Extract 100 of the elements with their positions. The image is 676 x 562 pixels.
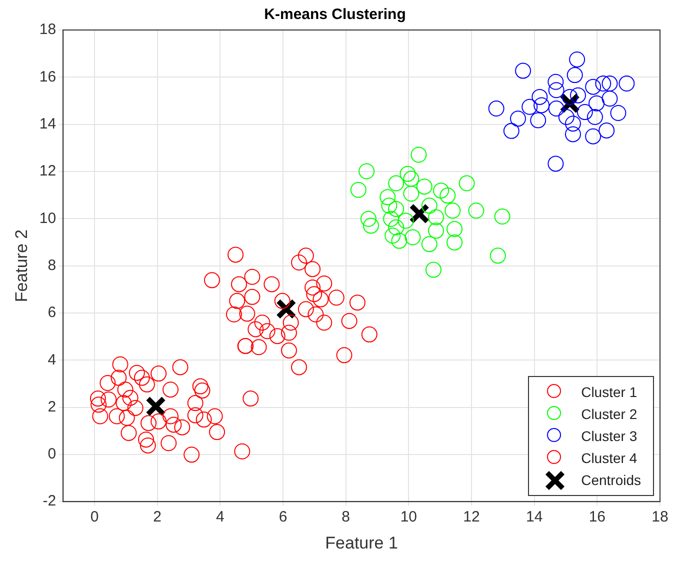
point bbox=[349, 294, 366, 311]
point bbox=[117, 382, 134, 398]
point bbox=[610, 105, 626, 121]
point bbox=[595, 76, 612, 92]
point bbox=[586, 109, 603, 126]
point bbox=[428, 222, 444, 239]
legend-label: Centroids bbox=[581, 472, 641, 488]
point bbox=[358, 163, 375, 180]
point bbox=[100, 392, 117, 408]
point bbox=[120, 424, 137, 441]
y-tick-label: 4 bbox=[48, 351, 56, 368]
point bbox=[248, 321, 264, 338]
point bbox=[187, 395, 204, 412]
point bbox=[166, 416, 182, 433]
point bbox=[428, 209, 444, 226]
point bbox=[433, 182, 450, 199]
y-tick-label: 8 bbox=[48, 256, 56, 274]
point bbox=[316, 275, 332, 292]
chart-title: K-means Clustering bbox=[264, 6, 406, 24]
y-tick-label: 16 bbox=[39, 68, 56, 86]
point bbox=[585, 78, 602, 95]
y-tick-label: -2 bbox=[42, 492, 56, 510]
legend-label: Cluster 4 bbox=[581, 450, 638, 466]
point bbox=[312, 291, 329, 308]
point bbox=[150, 366, 167, 382]
point bbox=[280, 324, 297, 341]
point bbox=[468, 202, 484, 219]
point bbox=[488, 100, 504, 117]
x-tick-label: 16 bbox=[588, 508, 606, 526]
point bbox=[522, 98, 538, 115]
point bbox=[588, 95, 605, 112]
point bbox=[244, 268, 260, 285]
point bbox=[134, 370, 150, 386]
point bbox=[360, 210, 376, 227]
point bbox=[564, 126, 581, 142]
point bbox=[184, 446, 200, 463]
point bbox=[403, 186, 420, 202]
y-tick-label: 12 bbox=[39, 162, 56, 180]
x-tick-label: 8 bbox=[342, 508, 350, 526]
point bbox=[244, 288, 260, 305]
point bbox=[570, 87, 586, 104]
point bbox=[388, 175, 404, 192]
legend-label: Cluster 3 bbox=[581, 428, 638, 444]
point bbox=[400, 166, 416, 182]
point bbox=[391, 232, 408, 249]
x-tick-label: 12 bbox=[463, 508, 480, 526]
point bbox=[298, 301, 314, 318]
point bbox=[194, 382, 210, 399]
point bbox=[269, 328, 286, 344]
y-tick-label: 14 bbox=[39, 115, 56, 132]
point bbox=[127, 400, 144, 416]
point bbox=[388, 200, 404, 217]
point bbox=[558, 109, 574, 126]
point bbox=[259, 323, 276, 340]
point bbox=[122, 390, 138, 406]
point bbox=[515, 62, 532, 79]
point bbox=[254, 314, 270, 331]
point bbox=[409, 203, 430, 224]
point bbox=[306, 286, 322, 302]
point bbox=[234, 443, 250, 460]
point bbox=[548, 74, 564, 90]
legend-label: Cluster 2 bbox=[581, 406, 638, 422]
point bbox=[162, 382, 179, 398]
point bbox=[112, 356, 128, 372]
point bbox=[274, 292, 290, 309]
point bbox=[138, 376, 155, 392]
point bbox=[304, 279, 321, 296]
point bbox=[569, 51, 586, 68]
point bbox=[383, 210, 400, 227]
point bbox=[160, 435, 177, 452]
point bbox=[440, 188, 456, 204]
x-tick-label: 0 bbox=[90, 508, 99, 526]
point bbox=[231, 276, 248, 292]
x-tick-label: 18 bbox=[652, 508, 668, 526]
y-tick-label: 0 bbox=[48, 446, 56, 463]
y-axis-title: Feature 2 bbox=[12, 229, 31, 302]
y-tick-label: 2 bbox=[48, 398, 56, 416]
point bbox=[110, 370, 127, 386]
point bbox=[138, 432, 154, 448]
y-tick-label: 10 bbox=[39, 210, 56, 227]
point bbox=[598, 122, 615, 138]
point bbox=[291, 359, 308, 376]
point bbox=[490, 248, 506, 264]
point bbox=[204, 272, 220, 288]
point bbox=[458, 175, 475, 192]
point bbox=[530, 112, 546, 128]
point bbox=[564, 116, 581, 132]
point bbox=[503, 122, 520, 139]
point bbox=[410, 146, 427, 163]
point bbox=[239, 306, 256, 322]
x-tick-label: 14 bbox=[526, 508, 543, 526]
x-axis-title: Feature 1 bbox=[325, 533, 398, 552]
point bbox=[250, 339, 267, 356]
point bbox=[145, 396, 166, 417]
point bbox=[404, 229, 421, 246]
point bbox=[618, 76, 635, 92]
point bbox=[280, 342, 297, 358]
x-tick-label: 4 bbox=[216, 508, 224, 526]
point bbox=[341, 312, 358, 329]
point bbox=[494, 208, 510, 225]
